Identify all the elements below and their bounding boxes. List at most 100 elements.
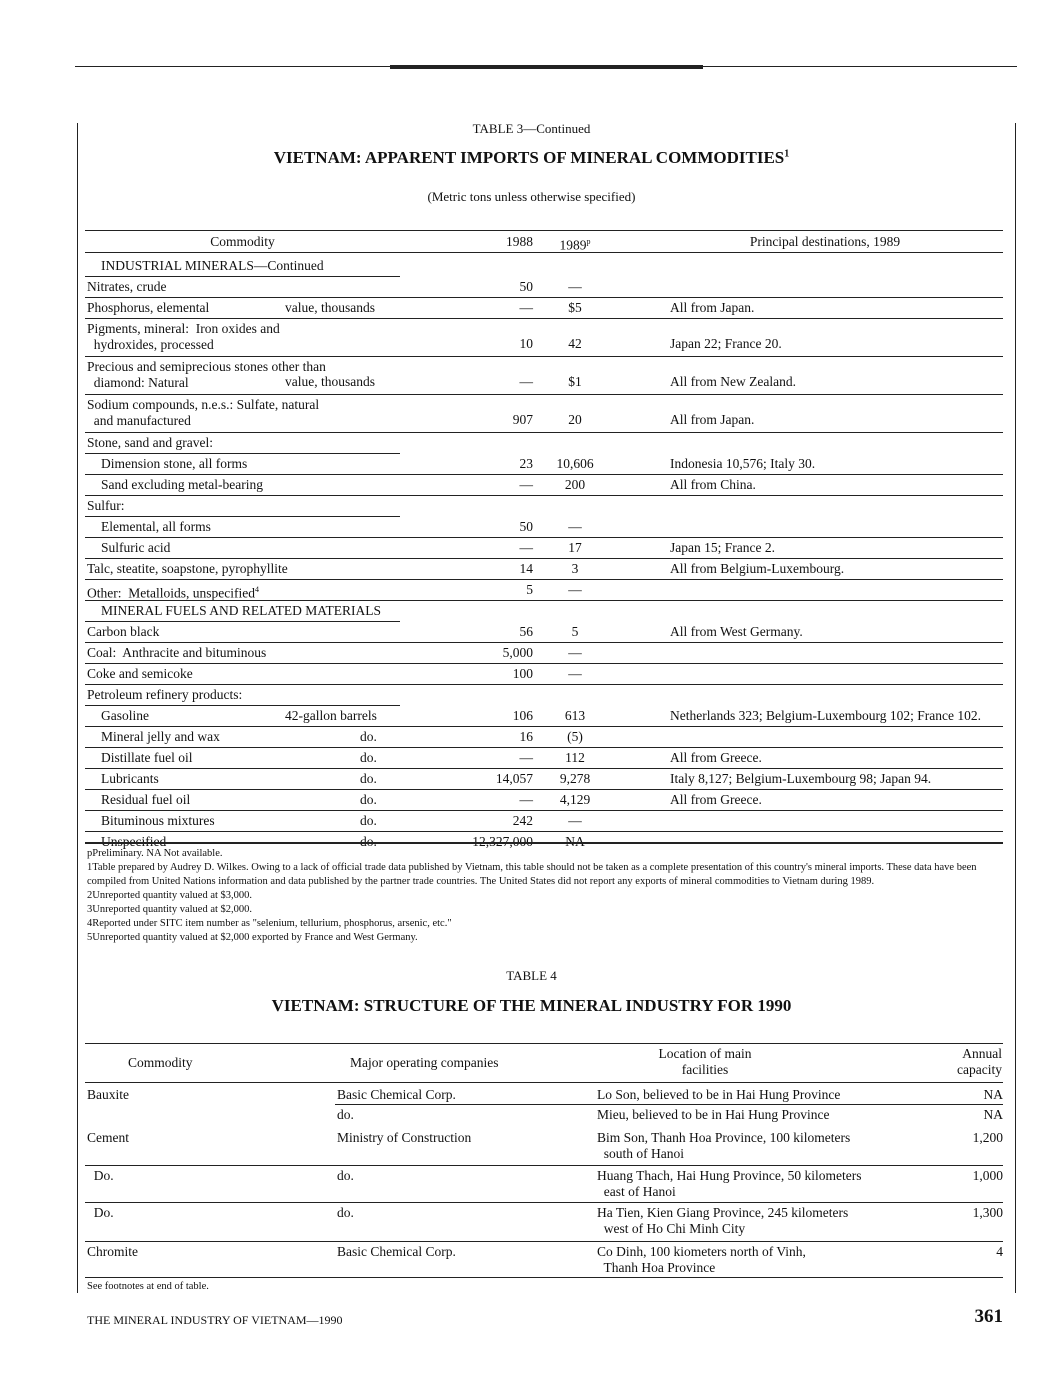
row-commodity: Distillate fuel oil — [101, 750, 192, 766]
commodity-text: Bituminous mixtures — [101, 813, 215, 828]
t4-header-location: Location of main facilities — [658, 1046, 752, 1077]
table3-row: Phosphorus, elemental value, thousands — $5… — [85, 298, 1003, 319]
commodity-text: Sand excluding metal-bearing — [101, 477, 263, 492]
row-1988: 242 — [512, 813, 533, 828]
header-commodity: Commodity — [210, 234, 275, 249]
row-commodity: Chromite — [87, 1244, 138, 1259]
table3-row: Sand excluding metal-bearing — 200 All from… — [85, 475, 1003, 496]
row-rule — [85, 297, 1003, 298]
row-1989: 5 — [571, 624, 579, 639]
row-1988: — — [519, 792, 534, 807]
table3-label: TABLE 3—Continued — [472, 121, 591, 136]
row-unit: value, thousands — [285, 300, 375, 315]
commodity-text: MINERAL FUELS AND RELATED MATERIALS — [101, 603, 381, 618]
table3-subtitle: (Metric tons unless otherwise specified) — [427, 189, 636, 204]
row-commodity: Sulfuric acid — [101, 540, 170, 556]
commodity-text: Elemental, all forms — [101, 519, 211, 534]
footnote: 1Table prepared by Audrey D. Wilkes. Owi… — [87, 862, 977, 873]
row-rule — [85, 1165, 1003, 1166]
row-commodity: MINERAL FUELS AND RELATED MATERIALS — [101, 603, 381, 619]
row-rule — [85, 318, 1003, 319]
row-capacity: 1,300 — [972, 1205, 1003, 1220]
commodity-text: Talc, steatite, soapstone, pyrophyllite — [87, 561, 288, 576]
table3-row: MINERAL FUELS AND RELATED MATERIALS — [85, 601, 1003, 622]
row-rule — [85, 789, 1003, 790]
row-1989: — — [568, 645, 582, 660]
row-commodity: INDUSTRIAL MINERALS—Continued — [101, 258, 324, 274]
table3-row: Precious and semiprecious stones other t… — [85, 357, 1003, 395]
row-location: Lo Son, believed to be in Hai Hung Provi… — [597, 1087, 841, 1102]
row-destination: All from Greece. — [670, 792, 762, 807]
t4-header-capacity: Annual capacity — [957, 1046, 1002, 1077]
table3-row: Residual fuel oil do. — 4,129 All from Greec… — [85, 790, 1003, 811]
table3-row: Sulfur: — [85, 496, 1003, 517]
row-commodity: Lubricants — [101, 771, 159, 787]
row-1988: 23 — [519, 456, 534, 471]
table3-row: Mineral jelly and wax do. 16 (5) — [85, 727, 1003, 748]
row-destination: All from New Zealand. — [670, 374, 796, 389]
row-1989: — — [568, 519, 582, 534]
table4-bottom-rule — [85, 1277, 1003, 1278]
row-commodity: Other: Metalloids, unspecified4 — [87, 582, 259, 602]
commodity-text: Coke and semicoke — [87, 666, 193, 681]
table3-title-text: VIETNAM: APPARENT IMPORTS OF MINERAL COM… — [273, 148, 785, 167]
preliminary-marker: p — [586, 237, 591, 246]
row-commodity: Talc, steatite, soapstone, pyrophyllite — [87, 561, 288, 577]
row-capacity: 1,000 — [972, 1168, 1003, 1183]
footnote: 3Unreported quantity valued at $2,000. — [87, 904, 253, 915]
table3-row: Stone, sand and gravel: — [85, 433, 1003, 454]
row-1988: 10 — [519, 336, 534, 351]
row-destination: Netherlands 323; Belgium-Luxembourg 102;… — [670, 708, 981, 723]
commodity-text: Sodium compounds, n.e.s.: Sulfate, natur… — [87, 397, 320, 428]
row-commodity: Do. — [87, 1168, 114, 1183]
footnote-ref: 4 — [254, 585, 259, 594]
row-rule — [85, 432, 1003, 433]
table3-row: Gasoline 42-gallon barrels 106 613 Netherlan… — [85, 706, 1003, 727]
row-rule — [85, 394, 1003, 395]
row-unit: do. — [360, 729, 377, 744]
row-destination: Indonesia 10,576; Italy 30. — [670, 456, 816, 471]
commodity-text: Petroleum refinery products: — [87, 687, 243, 702]
table3-row: Lubricants do. 14,057 9,278 Italy 8,127; Bel… — [85, 769, 1003, 790]
row-commodity: Do. — [87, 1205, 114, 1220]
row-destination: All from Belgium-Luxembourg. — [670, 561, 845, 576]
row-1988: 100 — [512, 666, 533, 681]
commodity-text: Precious and semiprecious stones other t… — [87, 359, 326, 390]
row-destination: All from Japan. — [670, 412, 755, 427]
row-1988: 106 — [512, 708, 533, 723]
row-1989: 613 — [564, 708, 586, 723]
commodity-text: Gasoline — [101, 708, 149, 723]
row-commodity: Unspecified — [101, 834, 166, 850]
row-1989: 3 — [571, 561, 579, 576]
row-1989: 10,606 — [556, 456, 594, 471]
table3-row: Sulfuric acid — 17 Japan 15; France 2. — [85, 538, 1003, 559]
table4-label: TABLE 4 — [506, 968, 557, 983]
row-unit: do. — [360, 792, 377, 807]
table3-row: Coal: Anthracite and bituminous 5,000 — — [85, 643, 1003, 664]
table3-header-rule-top — [85, 230, 1003, 231]
row-commodity: Carbon black — [87, 624, 159, 640]
table3-row: Petroleum refinery products: — [85, 685, 1003, 706]
row-rule — [85, 558, 1003, 559]
row-rule — [85, 495, 1003, 496]
row-rule — [85, 579, 1003, 580]
commodity-text: Other: Metalloids, unspecified — [87, 585, 255, 601]
commodity-text: Coal: Anthracite and bituminous — [87, 645, 267, 660]
table3-row: Talc, steatite, soapstone, pyrophyllite 1… — [85, 559, 1003, 580]
row-unit: do. — [360, 813, 377, 828]
commodity-text: Sulfuric acid — [101, 540, 171, 555]
row-company: do. — [337, 1107, 354, 1122]
commodity-text: Mineral jelly and wax — [101, 729, 220, 744]
row-capacity: 1,200 — [972, 1130, 1003, 1145]
row-rule — [85, 768, 1003, 769]
row-commodity: Bauxite — [87, 1087, 129, 1102]
row-destination: Japan 15; France 2. — [670, 540, 775, 555]
table3-row: Other: Metalloids, unspecified4 5 — — [85, 580, 1003, 601]
row-destination: All from China. — [670, 477, 756, 492]
row-location: Bim Son, Thanh Hoa Province, 100 kilomet… — [597, 1130, 851, 1161]
row-destination: Italy 8,127; Belgium-Luxembourg 98; Japa… — [670, 771, 932, 786]
row-1989: — — [568, 666, 582, 681]
commodity-text: Dimension stone, all forms — [101, 456, 248, 471]
row-rule — [85, 474, 1003, 475]
row-1988: 14,057 — [495, 771, 533, 786]
